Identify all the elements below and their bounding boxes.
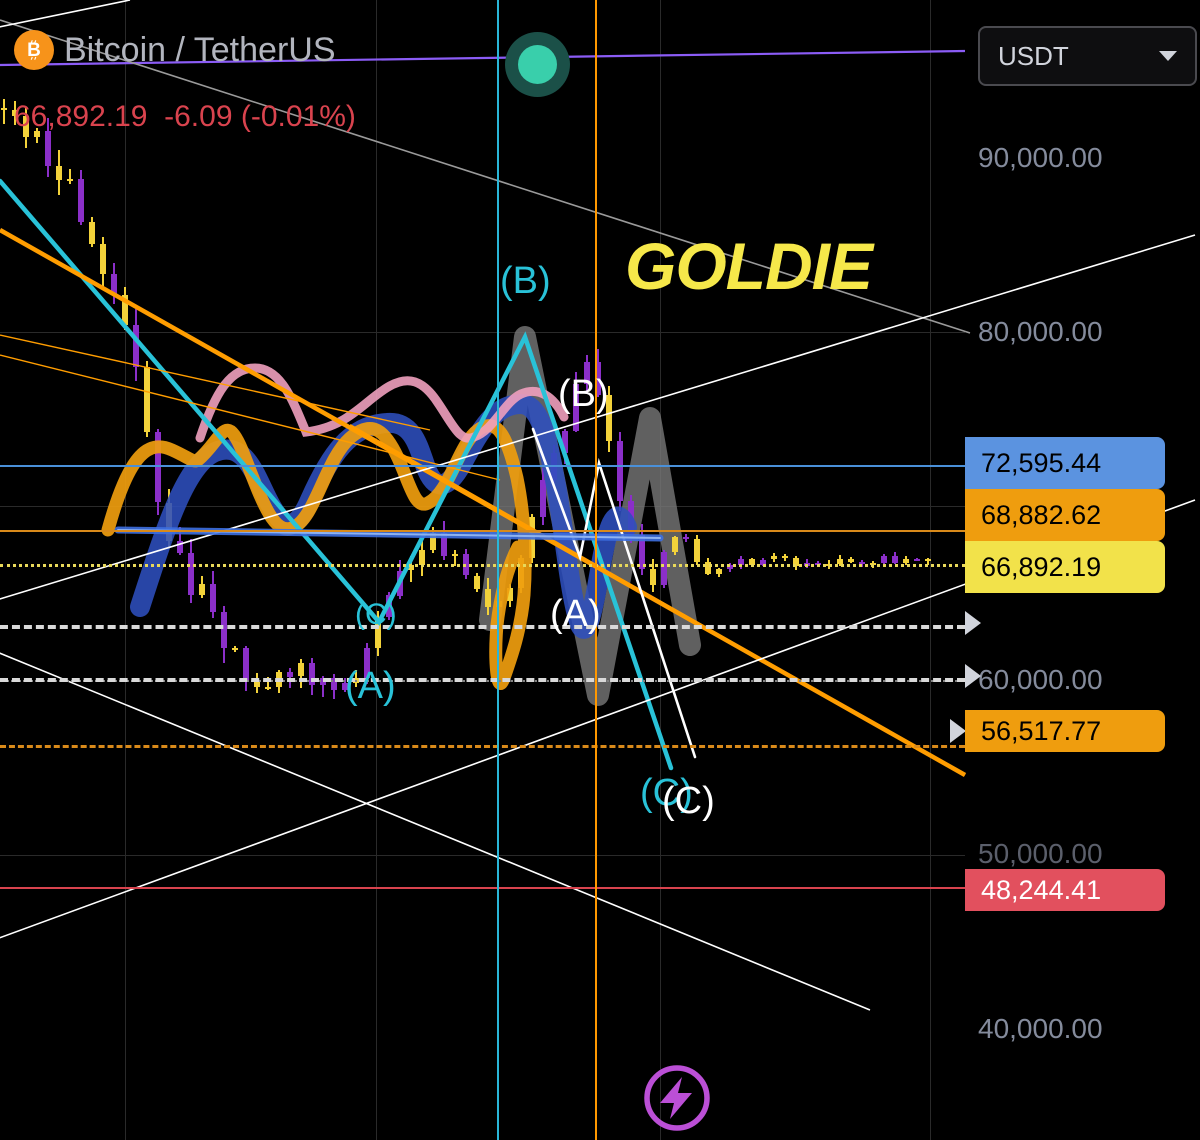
svg-text:B: B — [27, 40, 41, 61]
